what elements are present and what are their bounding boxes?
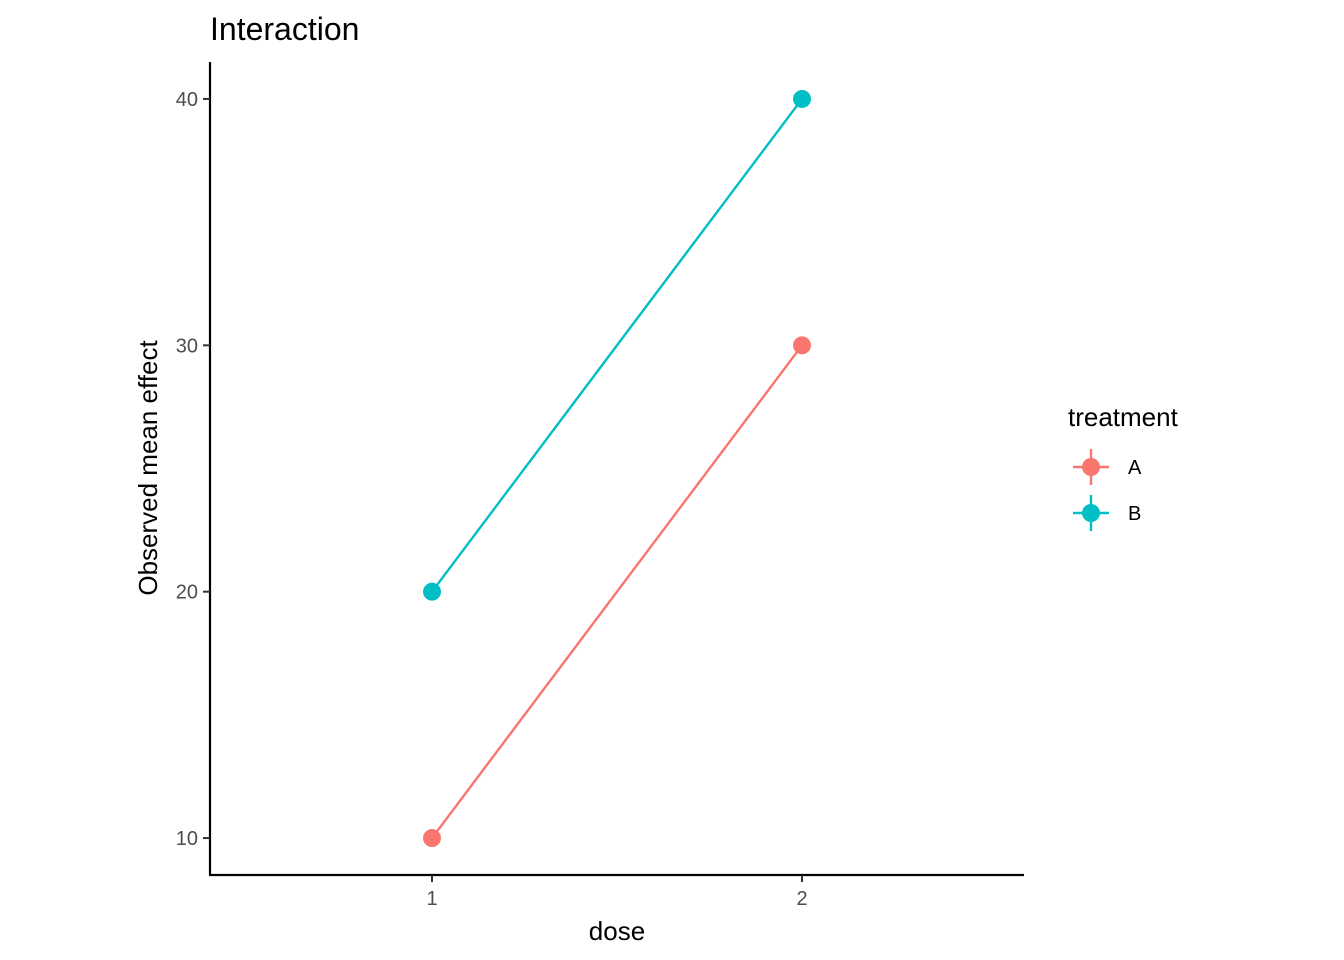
x-tick-label: 1: [426, 888, 437, 910]
plot-marks: [423, 89, 811, 848]
x-tick-label: 2: [796, 888, 807, 910]
legend-label-b: B: [1128, 503, 1141, 525]
y-tick-label: 10: [176, 828, 198, 850]
y-axis-ticks: 10 20 30 40: [176, 89, 210, 850]
series-line-b: [431, 98, 803, 593]
chart-title: Interaction: [210, 11, 359, 47]
x-axis-title: dose: [589, 916, 645, 946]
y-axis-title: Observed mean effect: [133, 340, 163, 596]
data-point-b: [793, 89, 811, 108]
legend-items: AB: [1073, 449, 1142, 531]
series-line-a: [431, 344, 803, 839]
data-point-b: [423, 582, 441, 601]
legend-title: treatment: [1068, 402, 1179, 432]
legend-key-point-b: [1082, 504, 1100, 522]
legend: treatment AB: [1068, 402, 1179, 531]
y-tick-label: 20: [176, 582, 198, 604]
y-tick-label: 30: [176, 335, 198, 357]
y-tick-label: 40: [176, 89, 198, 111]
data-point-a: [793, 336, 811, 355]
legend-label-a: A: [1128, 457, 1142, 479]
legend-key-point-a: [1082, 458, 1100, 476]
data-point-a: [423, 829, 441, 848]
